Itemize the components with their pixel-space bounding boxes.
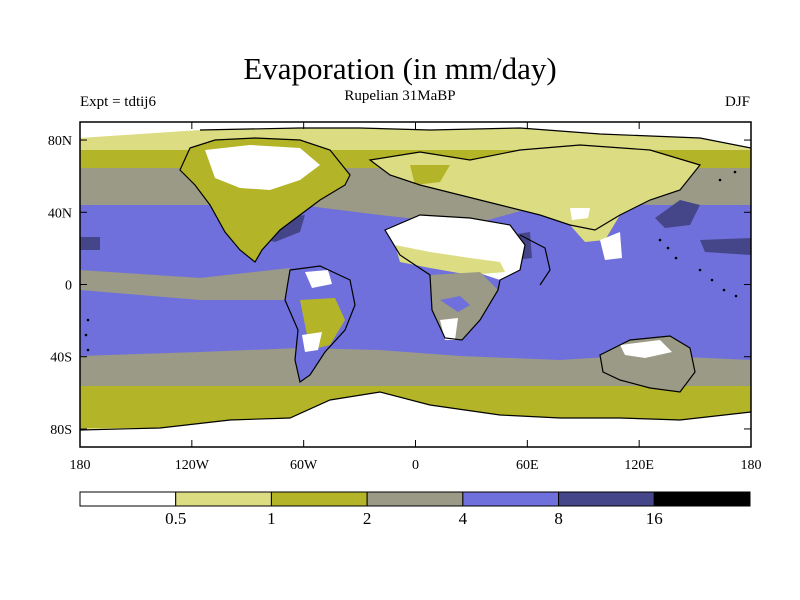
colorbar-swatch [175,491,272,507]
season-label: DJF [724,94,750,110]
colorbar-swatch [366,491,464,507]
coast-eurasia [368,144,702,231]
field-eurasia [370,145,700,230]
field-north-america-dry [205,145,320,190]
colorbar-swatch [79,491,177,507]
field-kalahari [440,318,458,340]
islands [84,170,738,352]
y-tick-label: 80S [50,423,72,438]
experiment-label: Expt = tdtij6 [80,94,156,110]
colorbar: 0.5 1 2 4 8 16 [79,491,751,528]
field-antarctica [80,392,751,447]
x-tick-label: 180 [741,458,762,473]
x-tick-label: 60W [290,458,318,473]
colorbar-label: 8 [554,509,563,528]
colorbar-label: 16 [646,509,663,528]
coast-north-america [179,137,351,263]
field-patch-west-edge [80,237,100,250]
y-tick-label: 80N [48,134,72,149]
y-tick-label: 0 [65,279,72,294]
coast-south-america [284,265,356,384]
map-title: Evaporation (in mm/day) [243,51,557,86]
coast-australia [599,335,696,393]
field-congo [440,296,470,312]
x-tick-label: 0 [412,458,419,473]
coast-africa [384,214,526,341]
field-patagonia-dry [302,332,322,352]
coast-india [519,234,551,286]
field-patch-pacific [700,238,751,255]
x-tick-label: 180 [70,458,91,473]
field-europe [410,165,450,185]
field-sahel [395,245,505,275]
field-tibet-dry [570,208,590,220]
coast-antarctica [80,391,751,431]
colorbar-label: 1 [267,509,276,528]
colorbar-label: 4 [459,509,468,528]
evaporation-field [80,122,751,447]
coast-arctic [199,127,751,149]
x-tick-label: 60E [516,458,539,473]
field-indochina-dry [600,232,622,260]
map-subtitle: Rupelian 31MaBP [344,88,456,104]
field-australia-north [620,340,672,358]
x-tick-label: 120W [175,458,210,473]
colorbar-swatch [558,491,655,507]
field-patch-kuroshio [655,200,700,228]
colorbar-swatch [270,491,368,507]
colorbar-label: 0.5 [165,509,186,528]
colorbar-swatch [462,491,560,507]
field-eastern-pacific [80,268,290,300]
y-tick-label: 40S [50,351,72,366]
y-tick-label: 40N [48,206,72,221]
x-tick-label: 120E [624,458,654,473]
colorbar-label: 2 [363,509,372,528]
colorbar-swatch [653,491,751,507]
field-south-america-north-dry [305,270,332,288]
map-axes: 180 120W 60W 0 60E 120E 180 80N 40N 0 40S 80S [48,122,762,473]
coastlines [80,127,751,431]
